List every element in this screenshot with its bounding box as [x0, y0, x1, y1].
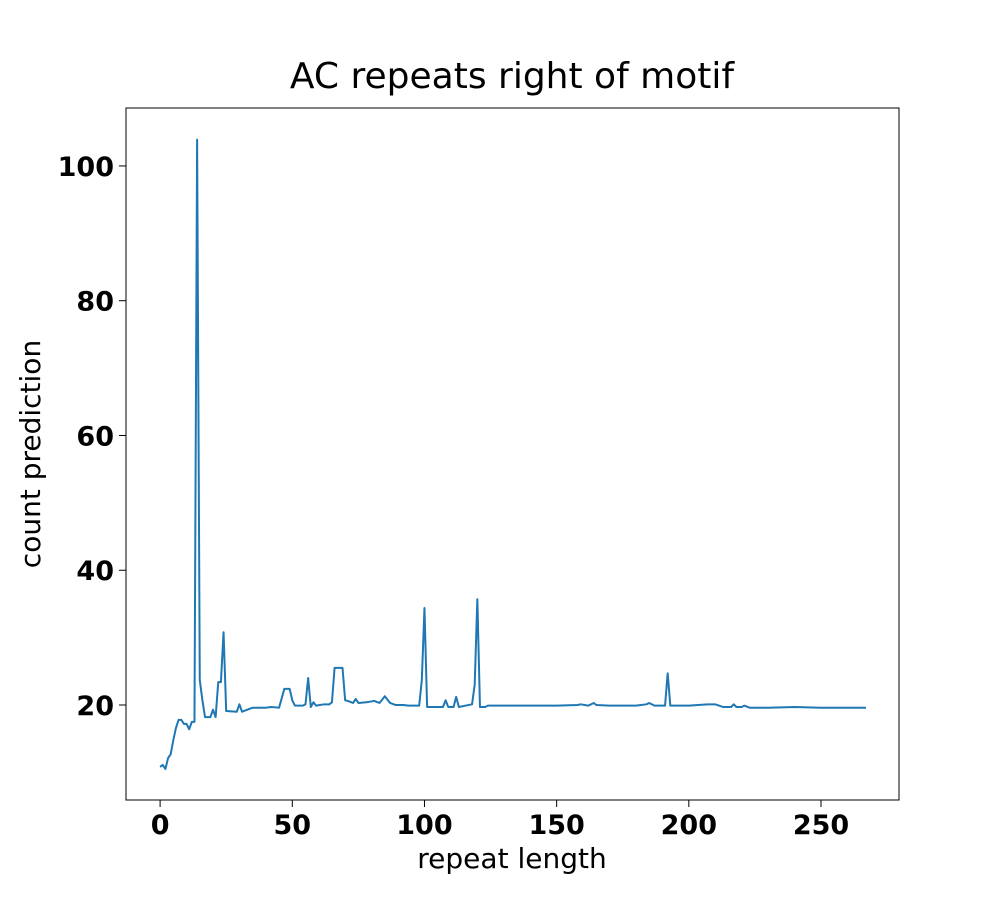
x-tick-label: 200: [661, 810, 717, 841]
y-tick-label: 20: [76, 691, 114, 722]
x-tick-label: 0: [151, 810, 170, 841]
x-tick-label: 250: [793, 810, 849, 841]
x-axis-label: repeat length: [417, 842, 606, 875]
chart-title: AC repeats right of motif: [290, 56, 735, 97]
x-tick-label: 150: [528, 810, 584, 841]
y-tick-label: 80: [76, 287, 114, 318]
y-axis-label: count prediction: [14, 340, 47, 568]
y-tick-label: 60: [76, 421, 114, 452]
y-tick-label: 40: [76, 556, 114, 587]
plot-frame: [125, 107, 900, 801]
x-tick-label: 50: [273, 810, 311, 841]
x-tick-label: 100: [396, 810, 452, 841]
data-line: [159, 138, 866, 770]
y-tick-label: 100: [58, 152, 114, 183]
